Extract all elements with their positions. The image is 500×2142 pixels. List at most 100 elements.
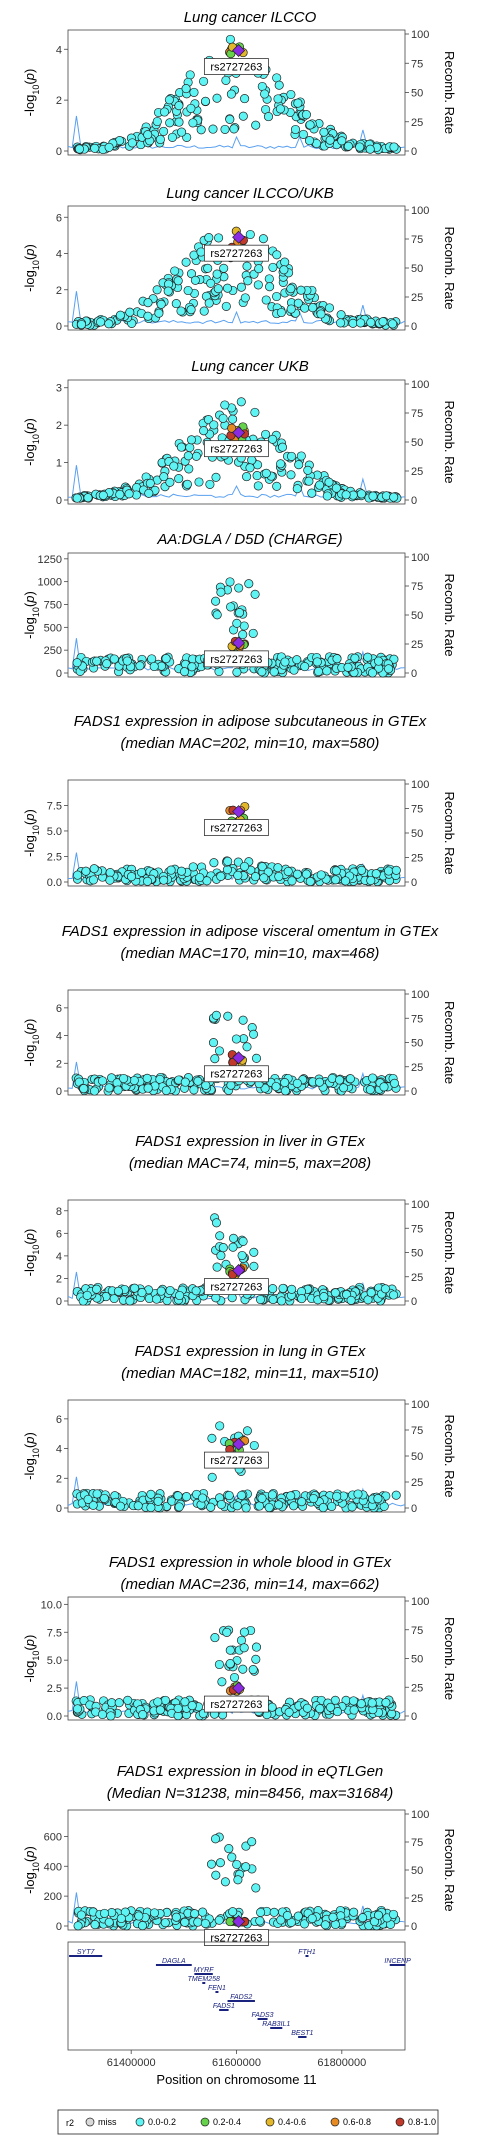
snp-point [106,1711,116,1721]
recomb-axis-label: Recomb. Rate [442,1001,457,1084]
snp-point [152,116,162,127]
snp-point [177,127,187,137]
gene-label: INCENP [384,1958,411,1965]
snp-point [171,1912,181,1922]
y-tick-label: 1000 [38,577,62,589]
snp-point [232,1501,242,1511]
snp-point [215,1231,225,1241]
panels-group: Lung cancer ILCCO024-log10(p)0255075100R… [22,9,457,1946]
snp-point [225,1659,235,1669]
recomb-tick-label: 100 [411,552,429,564]
gene-label: FADS1 [213,2003,235,2010]
lead-snp-label: rs2727263 [210,248,262,260]
y-axis-label: -log10(p) [22,591,41,639]
y-tick-label: 4 [56,1251,62,1263]
snp-point [296,285,306,295]
snp-point [287,1284,297,1294]
snp-point [268,1294,278,1305]
panel-title: Lung cancer UKB [191,358,309,375]
snp-point [97,1709,108,1720]
snp-point [241,1503,251,1513]
snp-point [222,283,233,293]
snp-point [225,114,235,124]
snp-point [212,610,222,620]
lead-snp-marker [232,1681,246,1695]
snp-point [222,865,232,875]
recomb-tick-label: 0 [411,495,417,507]
snp-point [113,1286,123,1296]
snp-point [72,1704,83,1714]
gene-label: SYT7 [77,1949,96,1956]
snp-point [76,1910,86,1920]
snp-point [316,870,326,880]
recomb-tick-label: 100 [411,1399,429,1411]
snp-point [104,142,114,152]
recomb-tick-label: 0 [411,1503,417,1515]
snp-point [286,304,296,314]
snp-point [256,1907,266,1917]
snp-point [304,476,314,486]
snp-point [253,280,263,290]
recomb-tick-label: 75 [411,408,423,420]
snp-point [107,1698,117,1708]
gene-track: SYT7 DAGLA MYRF TMEM258 FEN1 FADS2 FADS1 FADS3 R… [67,1941,411,2051]
snp-point [160,1695,170,1705]
snp-point [324,303,335,313]
snp-point [346,1295,356,1305]
snp-point [227,1852,237,1862]
snp-point [251,1883,261,1893]
y-tick-label: 250 [44,645,62,657]
snp-point [176,306,186,316]
recomb-tick-label: 25 [411,639,423,651]
snp-point [233,870,243,880]
snp-point [250,407,260,417]
snp-point [206,1859,217,1869]
snp-point [355,142,365,152]
y-tick-label: 4 [56,1444,62,1456]
y-tick-label: 600 [44,1831,62,1843]
snp-point [219,263,229,273]
snp-point [324,477,334,487]
snp-point [301,110,311,120]
snp-point [300,662,310,672]
legend-title: r2 [66,2118,74,2128]
lead-snp-marker [232,1051,246,1065]
snp-point [275,104,285,114]
panel-9: FADS1 expression in whole blood in GTEx (… [22,1554,457,1723]
snp-point [228,414,238,424]
y-tick-label: 500 [44,622,62,634]
snp-point [316,309,326,319]
snp-point [308,1493,319,1504]
y-axis-label: -log10(p) [22,1229,41,1277]
snp-point [365,144,375,154]
legend-swatch [395,2117,405,2127]
recomb-tick-label: 75 [411,1223,423,1235]
panel-title: (median MAC=170, min=10, max=468) [121,945,380,962]
snp-point [341,490,351,500]
snp-point [366,1288,376,1298]
snp-point [97,1076,108,1086]
snp-point [307,488,317,498]
snp-point [379,1082,389,1092]
gene-label: DAGLA [162,1958,186,1965]
snp-point [72,658,82,668]
snp-point [261,295,271,305]
snp-point [218,413,228,423]
ld-point [227,423,237,433]
snp-point [242,472,252,482]
panel-title: (median MAC=182, min=11, max=510) [121,1365,379,1382]
snp-point [73,1921,83,1931]
panel-title: (median MAC=74, min=5, max=208) [129,1155,371,1172]
snp-point [214,1915,224,1925]
snp-point [304,136,315,146]
snp-point [330,1288,340,1298]
snp-point [374,656,384,666]
snp-point [369,1917,380,1927]
snp-point [73,870,83,880]
snp-point [215,1858,225,1868]
snp-point [149,661,159,672]
snp-point [104,1917,114,1927]
snp-point [146,1489,156,1499]
recomb-tick-label: 0 [411,146,417,158]
snp-point [211,472,221,482]
